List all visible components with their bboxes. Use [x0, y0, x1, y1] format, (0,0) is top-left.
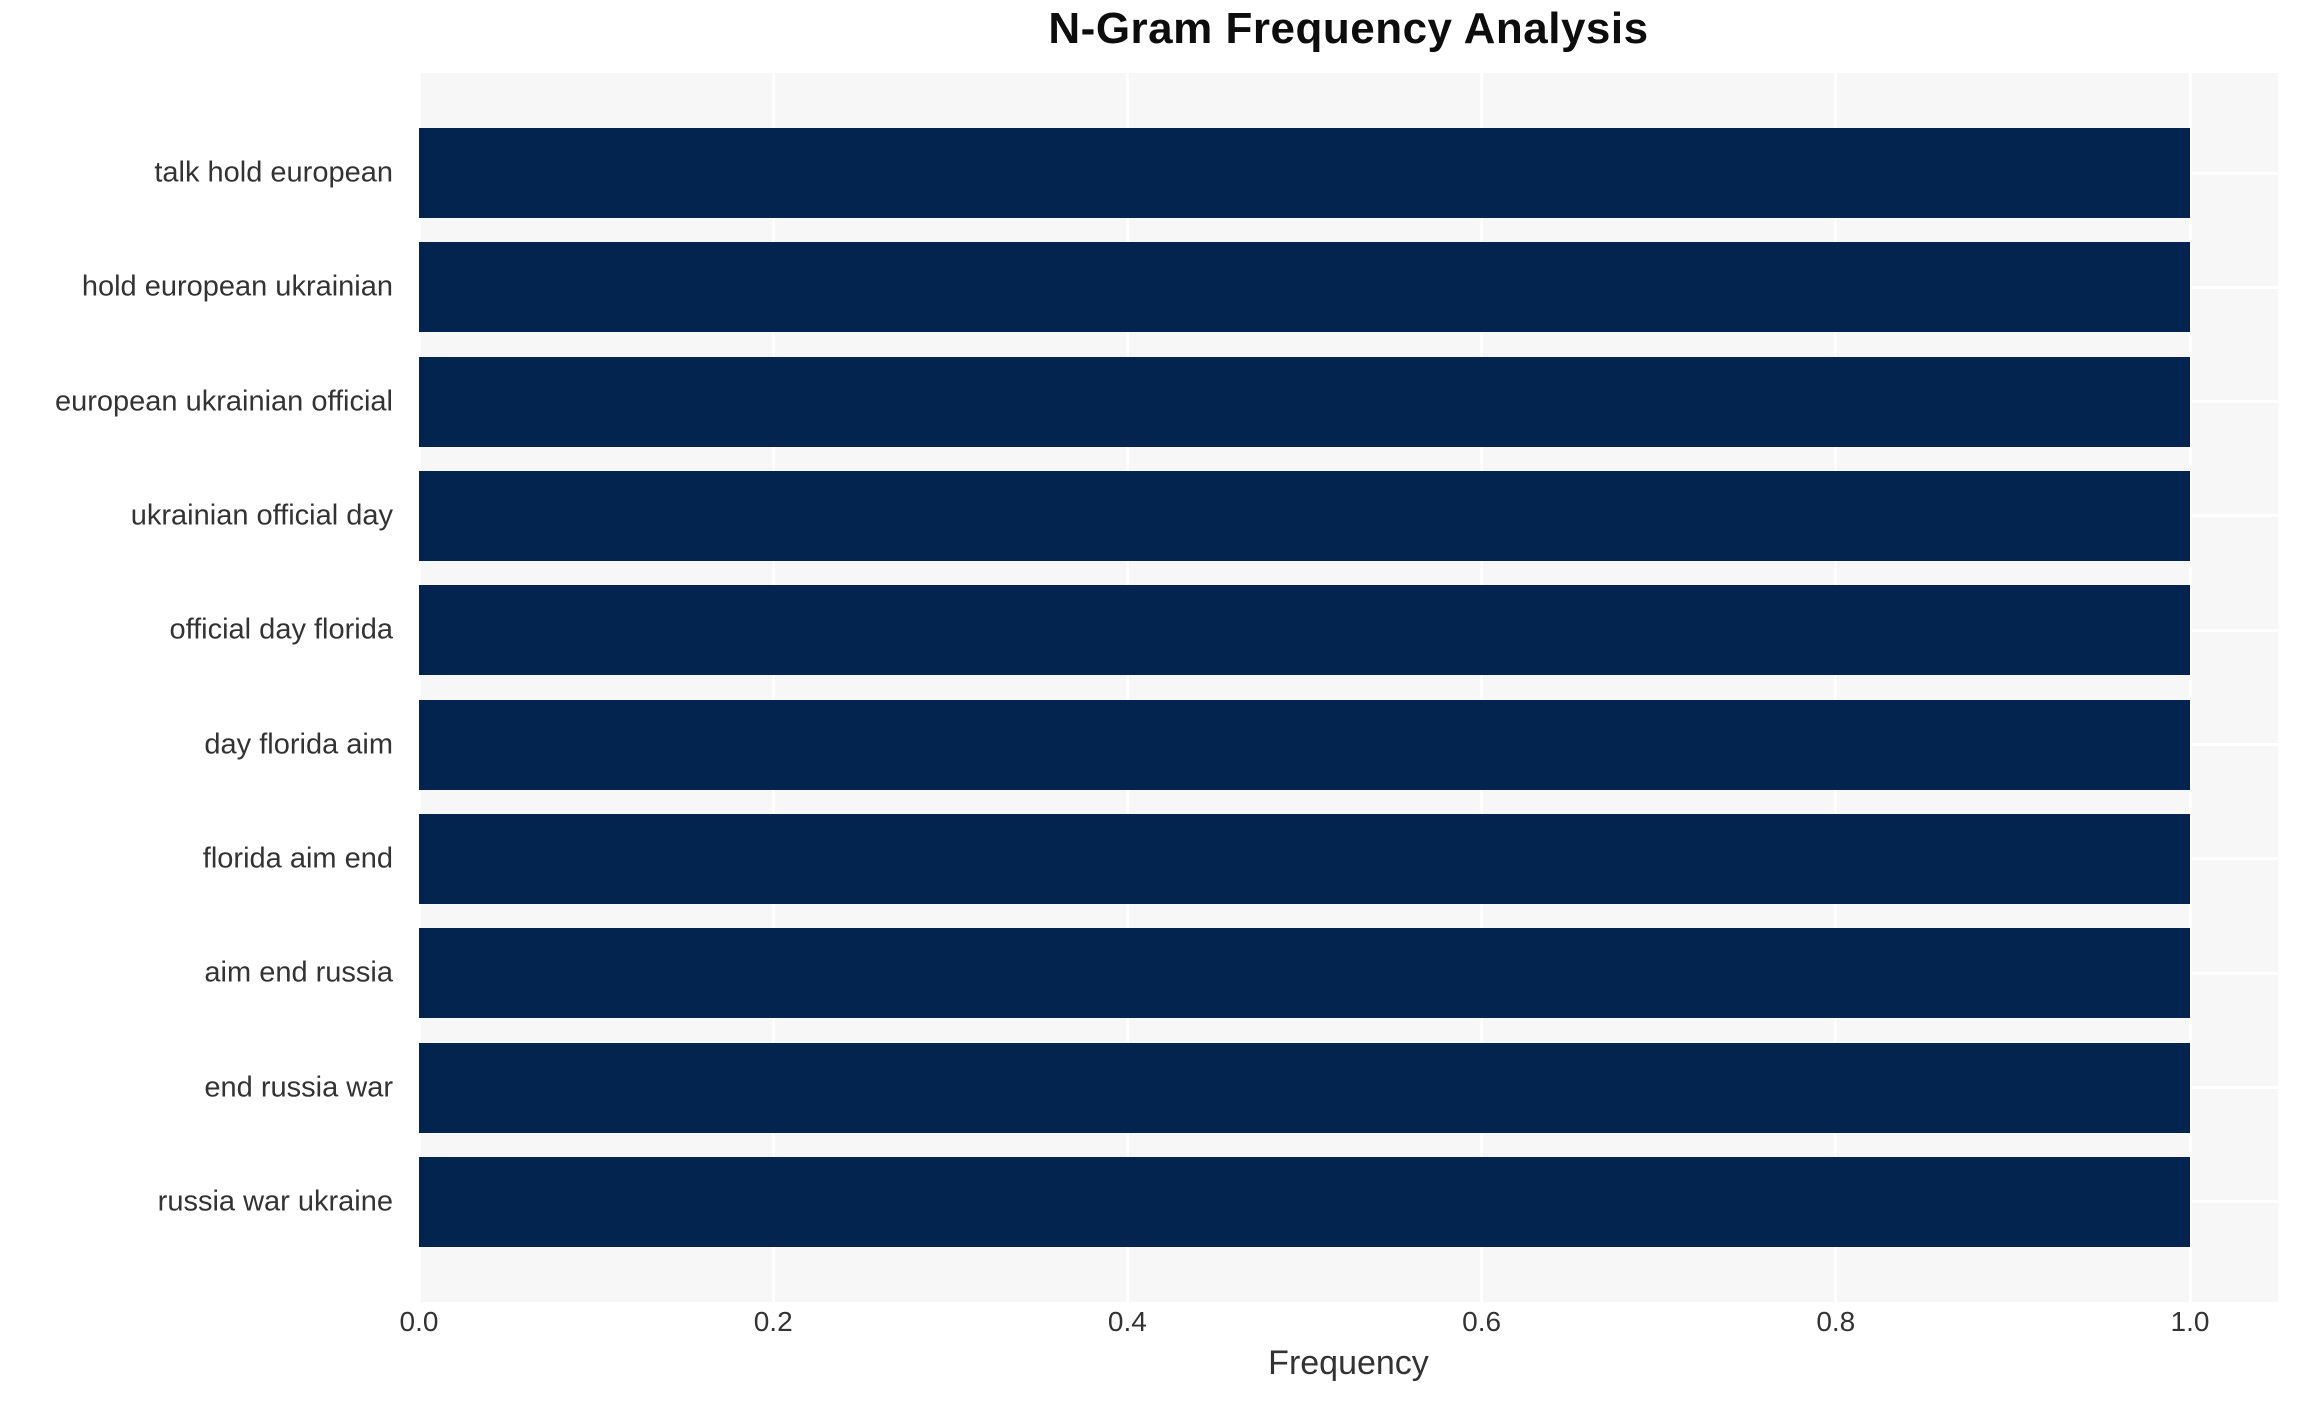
y-axis-category-label: official day florida: [169, 613, 393, 646]
y-axis-category-label: ukrainian official day: [130, 499, 393, 532]
frequency-bar: [419, 585, 2190, 676]
frequency-bar: [419, 813, 2190, 904]
x-axis-tick-label: 0.6: [1462, 1306, 1502, 1337]
frequency-bar: [419, 928, 2190, 1019]
frequency-bar: [419, 128, 2190, 218]
chart-title: N-Gram Frequency Analysis: [1048, 4, 1649, 53]
frequency-bar: [419, 1042, 2190, 1133]
frequency-bar: [419, 470, 2190, 561]
x-axis-tick-label: 0.2: [753, 1306, 793, 1337]
x-axis-tick-label: 0.8: [1816, 1306, 1856, 1337]
plot-area: [419, 73, 2278, 1302]
frequency-bar: [419, 699, 2190, 790]
x-axis-tick-label: 0.4: [1107, 1306, 1147, 1337]
y-axis-category-label: russia war ukraine: [157, 1185, 393, 1218]
x-axis-title: Frequency: [1268, 1344, 1429, 1382]
y-axis-category-label: end russia war: [204, 1071, 393, 1104]
x-gridline: [771, 73, 775, 1302]
x-gridline: [1834, 73, 1838, 1302]
y-axis-category-label: florida aim end: [202, 842, 393, 875]
x-axis-tick-label: 1.0: [2170, 1306, 2210, 1337]
y-axis-category-label: talk hold european: [154, 156, 393, 189]
x-gridline: [1480, 73, 1484, 1302]
x-gridline: [419, 73, 421, 1302]
y-axis-tick-labels: talk hold european hold european ukrainia…: [0, 73, 405, 1302]
frequency-bar: [419, 1156, 2190, 1247]
y-axis-category-label: hold european ukrainian: [81, 270, 393, 303]
x-gridline: [1125, 73, 1129, 1302]
frequency-bar: [419, 356, 2190, 447]
x-axis-tick-label: 0.0: [399, 1306, 439, 1337]
y-axis-category-label: aim end russia: [204, 956, 393, 989]
frequency-bar: [419, 242, 2190, 333]
y-axis-category-label: european ukrainian official: [54, 385, 393, 418]
y-axis-category-label: day florida aim: [204, 728, 393, 761]
x-axis-tick-labels: 0.0 0.2 0.4 0.6 0.8 1.0: [400, 1306, 2278, 1340]
x-gridline: [2188, 73, 2192, 1302]
